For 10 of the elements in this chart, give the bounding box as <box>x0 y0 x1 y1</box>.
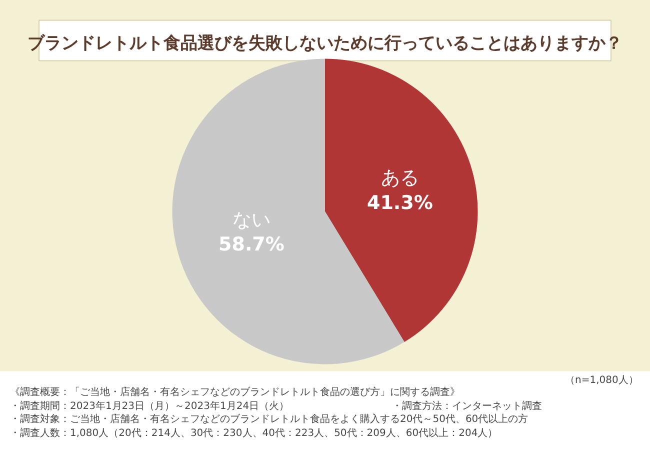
text: ・調査方法：インターネット調査 <box>392 400 542 412</box>
data-label: 41.3% <box>366 192 433 214</box>
text: 《調査概要：「ご当地・店舗名・有名シェフなどのブランドレトルト食品の選び方」に関する調査》 <box>10 386 460 398</box>
text: （n=1,080人） <box>565 375 638 386</box>
text: ・調査対象：ご当地・店舗名・有名シェフなどのブランドレトルト食品をよく購入する20代～50代、60代以上の方 <box>10 413 528 425</box>
chart-title: ブランドレトルト食品選びを失敗しないために行っていることはありますか？ <box>28 34 622 54</box>
text: ・調査人数：1,080人（20代：214人、30代：230人、40代：223人、50代：209人、60代以上：204人） <box>10 427 498 439</box>
text: ・調査期間：2023年1月23日（月）～2023年1月24日（火） <box>10 400 290 412</box>
pie-slice <box>325 58 478 342</box>
slice-label: ある <box>380 167 419 190</box>
